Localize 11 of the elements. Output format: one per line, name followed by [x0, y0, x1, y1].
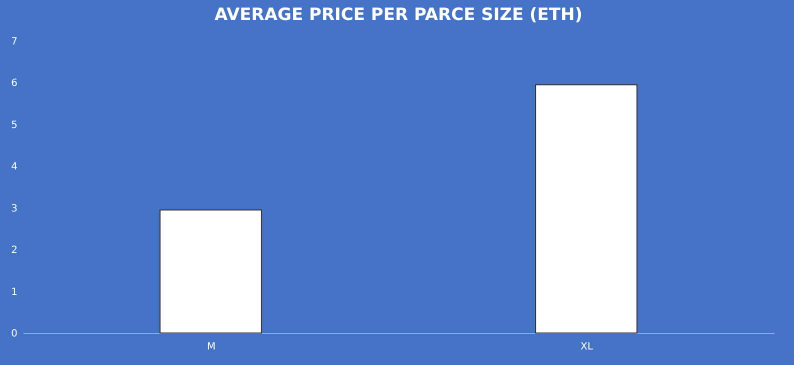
y-tick-label: 1	[11, 286, 18, 298]
chart-title: AVERAGE PRICE PER PARCE SIZE (ETH)	[214, 5, 583, 25]
y-tick-label: 2	[11, 245, 18, 256]
y-tick-label: 0	[11, 328, 18, 340]
y-tick-label: 4	[11, 162, 18, 173]
y-tick-label: 6	[11, 78, 18, 90]
y-tick-label: 3	[11, 203, 18, 214]
x-tick-label: XL	[580, 342, 594, 352]
x-tick-label: M	[206, 342, 216, 352]
y-tick-label: 5	[11, 120, 18, 131]
y-tick-label: 7	[11, 36, 18, 48]
